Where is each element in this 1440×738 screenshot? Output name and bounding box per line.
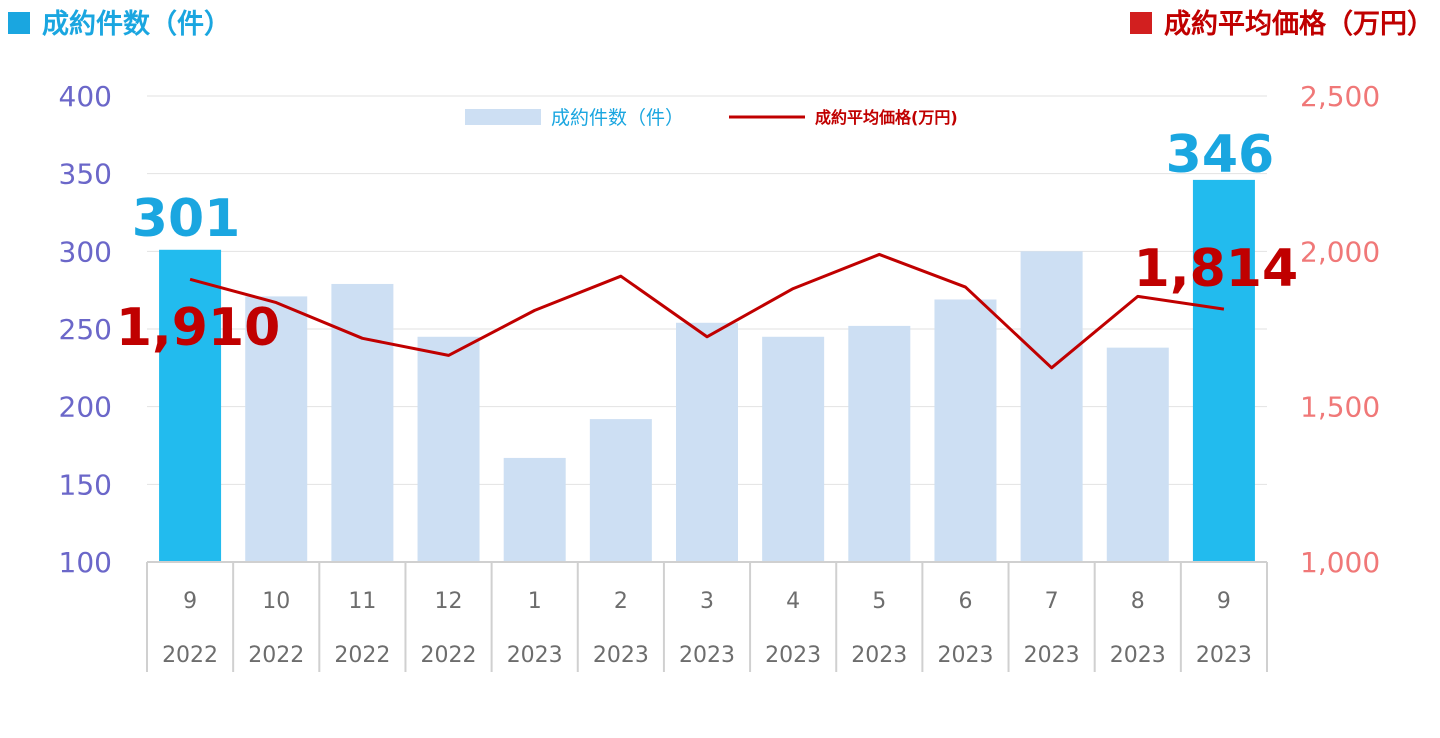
bar-series bbox=[159, 179, 1255, 563]
callout-last-price-value: 1,814 bbox=[1134, 239, 1298, 299]
left-tick-label: 400 bbox=[59, 80, 112, 113]
callout-first-bar-value: 301 bbox=[132, 189, 241, 249]
bar bbox=[503, 457, 566, 562]
month-label: 8 bbox=[1131, 589, 1145, 614]
year-label: 2023 bbox=[507, 643, 563, 668]
left-tick-label: 150 bbox=[59, 468, 112, 501]
bar bbox=[245, 296, 308, 562]
left-tick-label: 200 bbox=[59, 391, 112, 424]
bar bbox=[589, 419, 652, 562]
bar bbox=[934, 299, 997, 562]
year-label: 2022 bbox=[162, 643, 218, 668]
year-label: 2022 bbox=[421, 643, 477, 668]
year-label: 2023 bbox=[1110, 643, 1166, 668]
month-label: 7 bbox=[1045, 589, 1059, 614]
month-label: 5 bbox=[872, 589, 886, 614]
right-axis-title: 成約平均価格（万円） bbox=[1130, 2, 1434, 41]
bar bbox=[848, 325, 911, 562]
month-label: 3 bbox=[700, 589, 714, 614]
blue-square-icon bbox=[8, 12, 30, 34]
red-square-icon bbox=[1130, 12, 1152, 34]
bar bbox=[331, 283, 394, 562]
month-label: 1 bbox=[528, 589, 542, 614]
month-label: 10 bbox=[262, 589, 290, 614]
month-label: 6 bbox=[958, 589, 972, 614]
right-axis-title-text: 成約平均価格（万円） bbox=[1164, 9, 1434, 40]
month-label: 9 bbox=[1217, 589, 1231, 614]
year-label: 2023 bbox=[1196, 643, 1252, 668]
year-label: 2023 bbox=[851, 643, 907, 668]
line-series bbox=[189, 252, 1225, 370]
right-tick-label: 1,500 bbox=[1300, 391, 1380, 424]
bar bbox=[1020, 251, 1083, 563]
right-tick-label: 2,500 bbox=[1300, 80, 1380, 113]
left-tick-label: 250 bbox=[59, 313, 112, 346]
left-axis-ticks: 100 150 200 250 300 350 400 bbox=[59, 80, 112, 579]
year-label: 2023 bbox=[1024, 643, 1080, 668]
year-label: 2023 bbox=[593, 643, 649, 668]
price-line bbox=[189, 252, 1225, 370]
month-label: 4 bbox=[786, 589, 800, 614]
bar bbox=[676, 322, 738, 562]
month-label: 12 bbox=[435, 589, 463, 614]
year-label: 2023 bbox=[679, 643, 735, 668]
bar bbox=[417, 336, 480, 562]
left-tick-label: 350 bbox=[59, 158, 112, 191]
bar bbox=[762, 336, 825, 562]
month-label: 2 bbox=[614, 589, 628, 614]
year-label: 2023 bbox=[765, 643, 821, 668]
month-label: 9 bbox=[183, 589, 197, 614]
right-tick-label: 1,000 bbox=[1300, 546, 1380, 579]
category-axis-frame bbox=[146, 561, 1268, 672]
category-labels: 9 2022 10 2022 11 2022 12 2022 1 2023 2 2023 3 2023 4 2… bbox=[162, 589, 1252, 668]
callout-last-bar-value: 346 bbox=[1166, 125, 1275, 185]
bar bbox=[1192, 179, 1255, 562]
callout-first-price-value: 1,910 bbox=[116, 298, 280, 358]
year-label: 2022 bbox=[334, 643, 390, 668]
left-tick-label: 300 bbox=[59, 235, 112, 268]
left-axis-title: 成約件数（件） bbox=[8, 2, 231, 41]
legend-bar-label: 成約件数（件） bbox=[551, 107, 684, 129]
value-callouts: 301 346 1,910 1,814 bbox=[116, 125, 1298, 358]
year-label: 2022 bbox=[248, 643, 304, 668]
legend: 成約件数（件） 成約平均価格(万円) bbox=[465, 107, 958, 129]
bar bbox=[159, 249, 222, 562]
bar bbox=[1106, 347, 1169, 562]
legend-bar-swatch bbox=[465, 109, 541, 125]
left-axis-title-text: 成約件数（件） bbox=[42, 9, 231, 40]
legend-line-label: 成約平均価格(万円) bbox=[815, 108, 958, 127]
right-axis-ticks: 1,000 1,500 2,000 2,500 bbox=[1300, 80, 1380, 579]
year-label: 2023 bbox=[937, 643, 993, 668]
left-tick-label: 100 bbox=[59, 546, 112, 579]
right-tick-label: 2,000 bbox=[1300, 235, 1380, 268]
month-label: 11 bbox=[348, 589, 376, 614]
